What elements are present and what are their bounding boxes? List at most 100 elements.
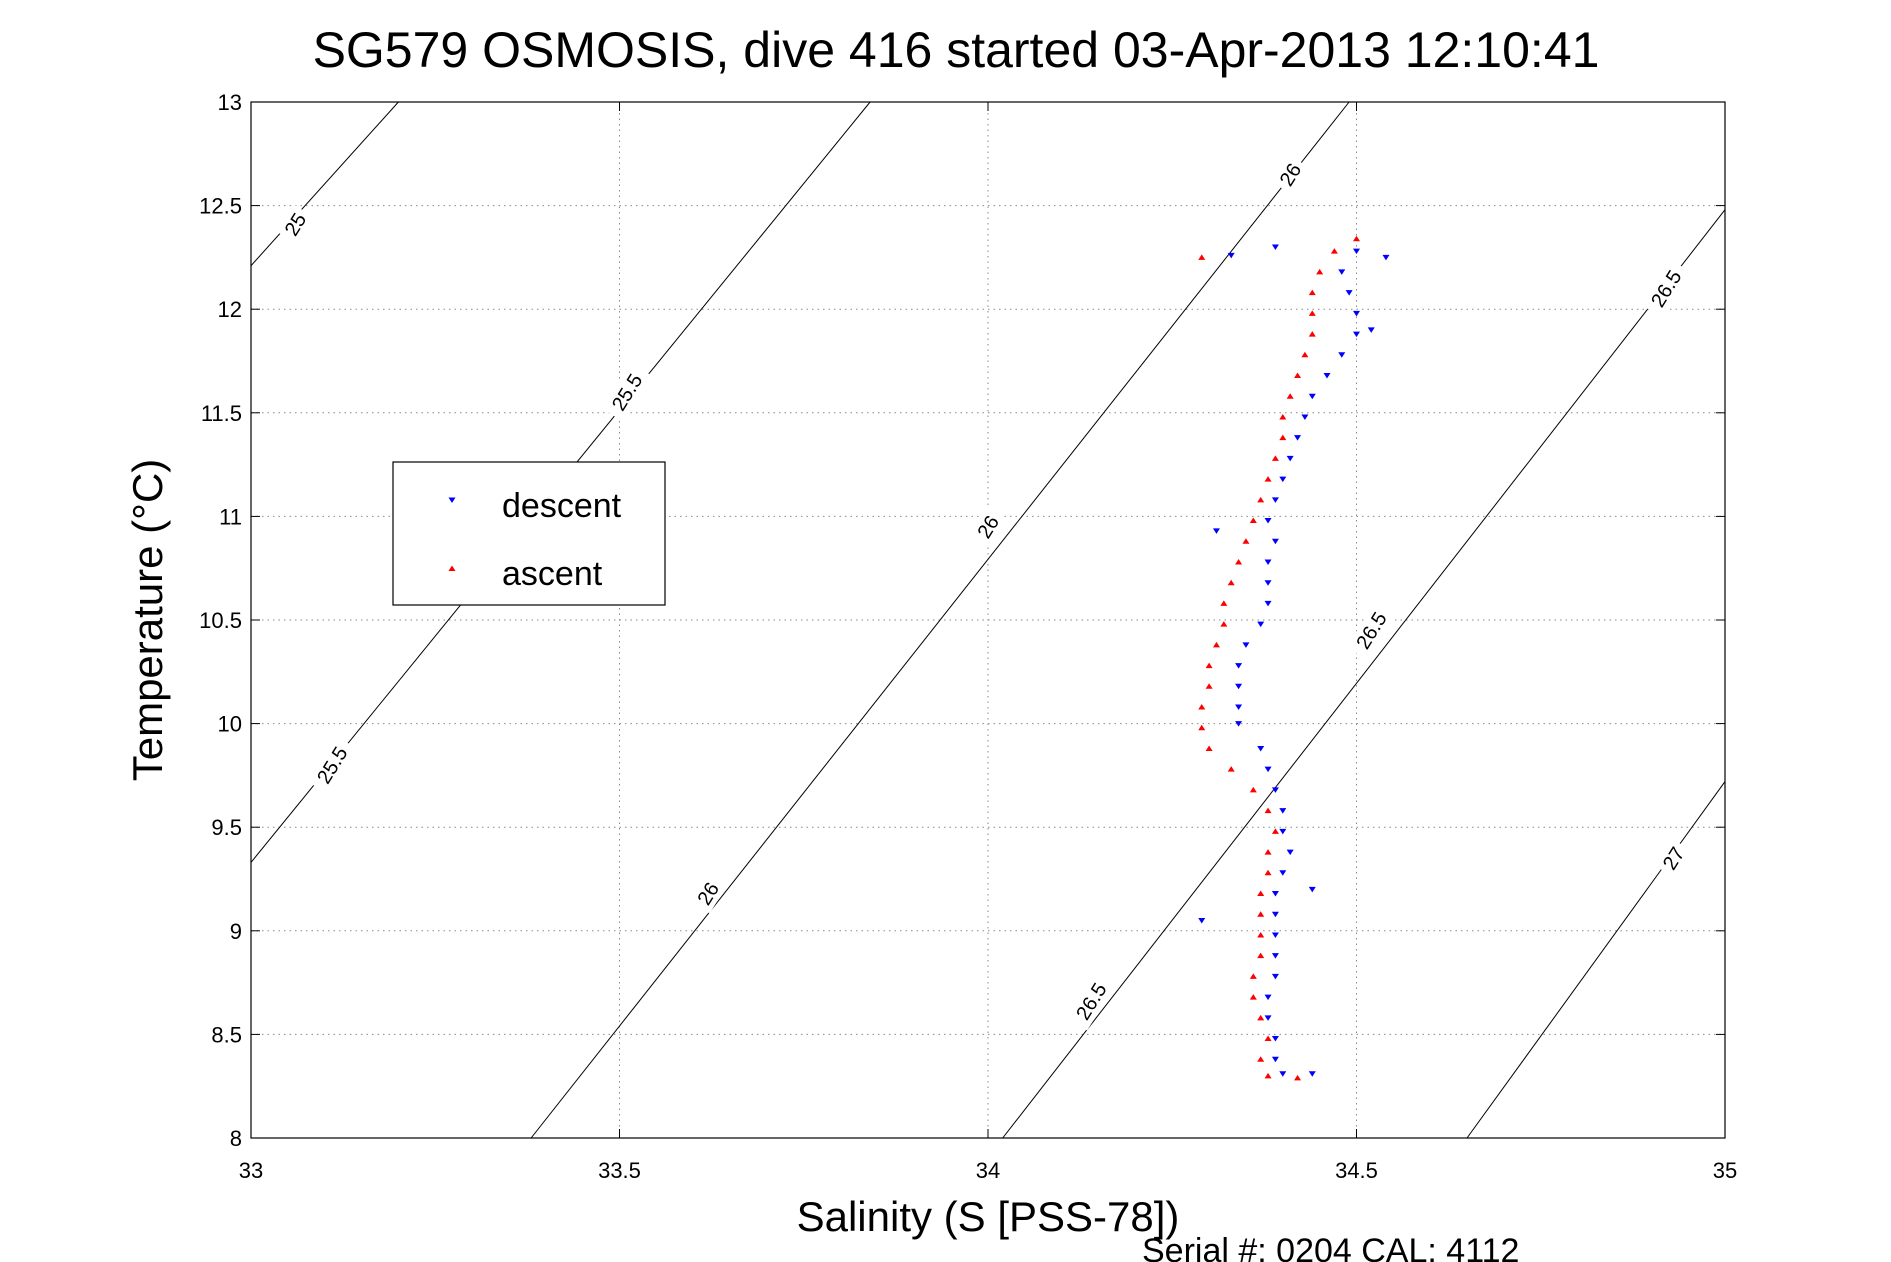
y-tick-label: 10	[218, 712, 242, 737]
ascent-point	[1249, 973, 1257, 979]
descent-point	[1308, 1071, 1316, 1077]
ascent-point	[1220, 600, 1228, 606]
ascent-point	[1279, 413, 1287, 420]
descent-point	[1367, 327, 1375, 333]
descent-point	[1227, 252, 1235, 259]
contour-label-bg	[1271, 154, 1309, 195]
ascent-point	[1330, 248, 1338, 254]
ascent-point	[1257, 931, 1265, 938]
contour-label-bg	[969, 506, 1007, 547]
descent-point	[1271, 244, 1279, 251]
descent-point	[1264, 600, 1272, 607]
descent-point	[1323, 373, 1331, 379]
y-axis-label: Temperature (°C)	[124, 459, 171, 782]
x-tick-label: 34.5	[1335, 1158, 1378, 1183]
descent-point	[1353, 248, 1360, 255]
ascent-point	[1249, 994, 1257, 1000]
ascent-point	[1205, 662, 1213, 669]
ascent-point	[1308, 310, 1316, 316]
legend-descent-label: descent	[502, 487, 622, 525]
density-contour-26.5	[1002, 209, 1726, 1139]
ascent-point	[1227, 579, 1235, 586]
descent-point	[1286, 455, 1294, 462]
y-tick-label: 9.5	[211, 815, 242, 840]
descent-point	[1271, 1036, 1279, 1042]
descent-point	[1235, 704, 1243, 711]
ascent-point	[1205, 745, 1213, 751]
ascent-point	[1294, 1074, 1302, 1081]
descent-point	[1198, 917, 1206, 924]
ascent-point	[1271, 828, 1279, 834]
density-contour-26	[530, 101, 1350, 1139]
ascent-point	[1353, 235, 1360, 242]
legend-descent-marker	[448, 497, 456, 503]
y-tick-label: 10.5	[199, 608, 242, 633]
descent-point	[1271, 953, 1279, 959]
y-tick-label: 12	[218, 297, 242, 322]
ascent-point	[1308, 331, 1316, 337]
ascent-point	[1198, 254, 1206, 260]
ascent-point	[1294, 372, 1302, 379]
ascent-point	[1257, 952, 1265, 959]
ascent-point	[1212, 641, 1220, 648]
ascent-point	[1264, 849, 1272, 855]
descent-point	[1257, 621, 1265, 628]
ascent-point	[1249, 517, 1257, 524]
y-tick-label: 9	[230, 919, 242, 944]
ascent-point	[1301, 351, 1309, 358]
ascent-point	[1264, 1035, 1272, 1042]
descent-point	[1235, 663, 1243, 669]
descent-point	[1271, 538, 1279, 545]
descent-point	[1271, 497, 1279, 503]
x-tick-label: 35	[1713, 1158, 1737, 1183]
descent-point	[1264, 580, 1272, 586]
ascent-point	[1257, 496, 1265, 503]
descent-point	[1279, 870, 1287, 876]
descent-point	[1235, 721, 1243, 727]
descent-point	[1353, 310, 1360, 317]
descent-point	[1382, 254, 1390, 261]
data-points	[1198, 235, 1390, 1081]
contour-label-bg	[1641, 259, 1691, 318]
descent-point	[1279, 476, 1287, 483]
ascent-point	[1316, 268, 1324, 275]
descent-point	[1264, 559, 1272, 565]
ascent-point	[1227, 766, 1235, 772]
ascent-point	[1264, 1072, 1272, 1079]
density-contour-27	[1466, 781, 1726, 1139]
y-tick-label: 11	[219, 504, 242, 529]
ascent-point	[1257, 911, 1265, 917]
x-tick-label: 34	[976, 1158, 1000, 1183]
chart-title: SG579 OSMOSIS, dive 416 started 03-Apr-2…	[313, 22, 1600, 78]
ascent-point	[1249, 786, 1257, 793]
descent-point	[1264, 766, 1272, 773]
descent-point	[1271, 891, 1279, 897]
serial-cal-footer: Serial #: 0204 CAL: 4112	[1142, 1232, 1519, 1262]
legend-ascent-label: ascent	[502, 555, 603, 593]
descent-point	[1308, 886, 1316, 893]
descent-point	[1301, 414, 1309, 420]
descent-point	[1242, 642, 1250, 648]
descent-point	[1279, 828, 1287, 835]
contour-label-bg	[276, 204, 314, 245]
ascent-point	[1271, 455, 1279, 461]
descent-point	[1271, 911, 1279, 918]
ascent-point	[1257, 1014, 1265, 1021]
ascent-point	[1286, 393, 1294, 399]
descent-point	[1271, 1056, 1279, 1063]
y-tick-label: 8.5	[211, 1022, 242, 1047]
contour-label-bg	[1654, 838, 1693, 879]
descent-point	[1271, 973, 1279, 980]
x-axis-label: Salinity (S [PSS-78])	[797, 1193, 1180, 1240]
descent-point	[1212, 528, 1220, 534]
ascent-point	[1198, 704, 1206, 710]
descent-point	[1308, 393, 1316, 400]
ascent-point	[1264, 807, 1272, 814]
y-tick-label: 8	[230, 1126, 242, 1151]
ascent-point	[1235, 558, 1243, 565]
descent-point	[1353, 331, 1360, 338]
descent-point	[1279, 1071, 1287, 1077]
ascent-point	[1220, 621, 1228, 627]
descent-point	[1271, 932, 1279, 938]
ascent-point	[1264, 476, 1272, 482]
